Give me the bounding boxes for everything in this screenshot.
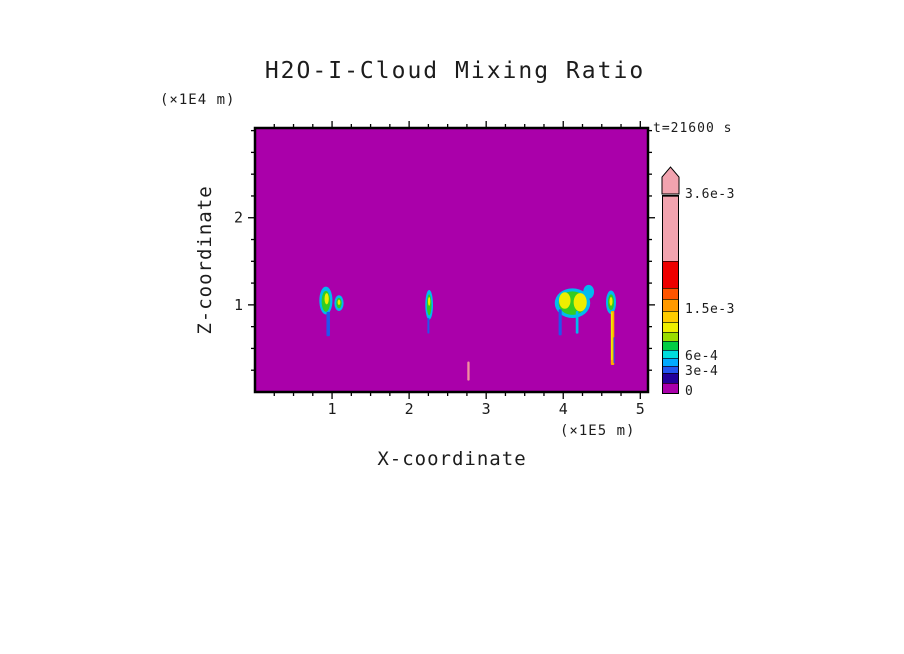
colorbar-segment [663, 350, 678, 358]
colorbar-segment [663, 341, 678, 350]
colorbar [662, 195, 679, 394]
x-tick-label: 5 [636, 400, 645, 418]
cloud-feature [558, 292, 571, 309]
chart-title: H2O-I-Cloud Mixing Ratio [264, 58, 646, 84]
colorbar-arrow-shape [661, 166, 680, 195]
colorbar-tick-label: 6e-4 [685, 349, 719, 364]
cloud-feature [575, 310, 579, 334]
colorbar-segment [663, 373, 678, 383]
cloud-feature [583, 284, 595, 299]
plot-area: 1 2 3 4 5 1 2 [234, 121, 655, 418]
colorbar-labels: 3.6e-3 1.5e-3 6e-4 3e-4 0 [685, 187, 775, 399]
cloud-feature [467, 361, 470, 381]
colorbar-segment [663, 196, 678, 261]
colorbar-tick-label: 1.5e-3 [685, 302, 735, 317]
cloud-feature [609, 297, 613, 306]
colorbar-segment [663, 299, 678, 311]
x-tick-label: 3 [482, 400, 491, 418]
y-tick-label: 1 [234, 296, 243, 314]
colorbar-segment [663, 332, 678, 341]
colorbar-tick-label: 3e-4 [685, 364, 719, 379]
y-axis-unit-label: (×1E4 m) [160, 92, 236, 108]
x-axis-unit-label: (×1E5 m) [560, 423, 636, 439]
cloud-feature [573, 293, 587, 312]
colorbar-segment [663, 261, 678, 288]
x-axis-title: X-coordinate [377, 448, 527, 470]
colorbar-segment [663, 311, 678, 322]
colorbar-segment [663, 358, 678, 366]
cloud-feature [558, 309, 562, 336]
y-tick-label: 2 [234, 209, 243, 227]
colorbar-tick-label: 3.6e-3 [685, 187, 735, 202]
y-axis-title: Z-coordinate [194, 185, 216, 335]
colorbar-overflow-arrow [661, 166, 680, 195]
x-tick-label: 2 [405, 400, 414, 418]
plot-border [253, 126, 650, 394]
colorbar-tick-label: 0 [685, 384, 694, 399]
cloud-feature [427, 317, 430, 334]
colorbar-segment [663, 322, 678, 332]
cloud-feature [427, 297, 431, 306]
colorbar-segment [663, 383, 678, 393]
cloud-feature [324, 293, 329, 305]
colorbar-segment [663, 366, 678, 373]
plot-canvas: 1 2 3 4 5 1 2 [234, 121, 655, 418]
cloud-feature [611, 312, 613, 361]
cloud-feature [326, 311, 330, 337]
cloud-feature [337, 299, 341, 305]
x-tick-label: 4 [559, 400, 568, 418]
colorbar-segment [663, 288, 678, 299]
cloud-feature [613, 337, 615, 364]
x-tick-label: 1 [328, 400, 337, 418]
time-annotation: t=21600 s [653, 121, 733, 136]
